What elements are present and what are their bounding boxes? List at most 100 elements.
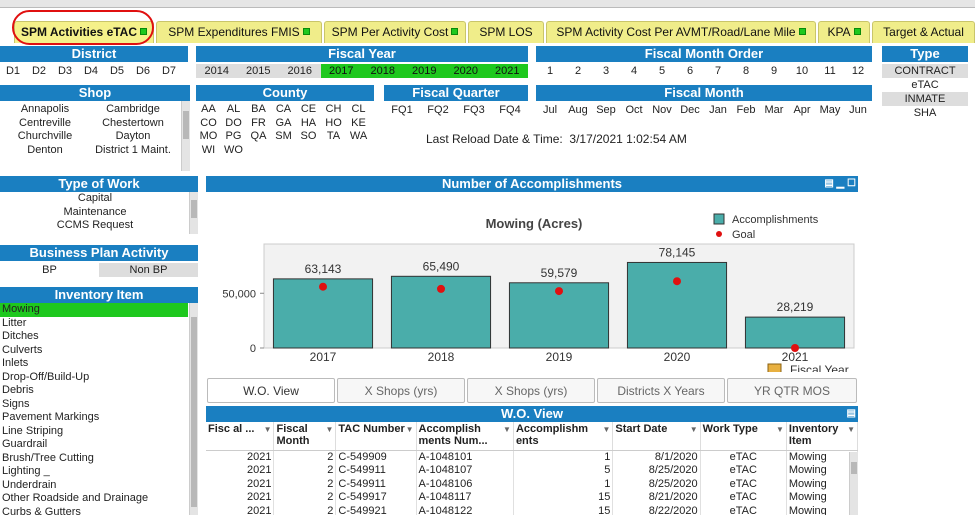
county-item[interactable]: CA [275, 103, 292, 115]
fiscal-quarter-item[interactable]: FQ3 [463, 104, 485, 116]
county-item[interactable]: CL [351, 103, 366, 115]
fiscal-year-item[interactable]: 2020 [445, 64, 487, 78]
county-item[interactable]: QA [250, 130, 267, 142]
fiscal-month-item[interactable]: Oct [625, 104, 643, 116]
type-of-work-item[interactable]: Capital [77, 192, 113, 204]
fiscal-month-item[interactable]: Nov [652, 104, 672, 116]
fiscal-month-order-item[interactable]: 9 [770, 65, 778, 77]
inventory-item[interactable]: Other Roadside and Drainage [2, 492, 149, 504]
fiscal-year-item[interactable]: 2015 [237, 64, 279, 78]
wo-column-header[interactable]: Work Type ▼ [700, 422, 787, 451]
chevron-down-icon[interactable]: ▼ [263, 425, 272, 434]
district-item[interactable]: D1 [5, 65, 21, 77]
view-tab-wo-view[interactable]: W.O. View [207, 378, 335, 403]
chevron-down-icon[interactable]: ▼ [503, 425, 511, 434]
inventory-item[interactable]: Inlets [2, 357, 29, 369]
tab-spm-los[interactable]: SPM LOS [468, 21, 544, 43]
export-icon[interactable]: ▤ [824, 178, 834, 189]
county-item[interactable]: HA [300, 116, 317, 129]
chevron-down-icon[interactable]: ▼ [405, 425, 414, 434]
inventory-item[interactable]: Curbs & Gutters [2, 505, 81, 515]
wo-column-header[interactable]: Inventory Item ▼ [786, 422, 858, 451]
inventory-item[interactable]: Brush/Tree Cutting [2, 451, 94, 464]
shop-item[interactable]: Annapolis [20, 103, 70, 115]
fiscal-month-order-item[interactable]: 4 [630, 65, 638, 77]
view-tab-yr-qtr-mos[interactable]: YR QTR MOS [727, 378, 857, 403]
county-item[interactable]: DO [225, 116, 242, 129]
county-item[interactable]: WI [201, 143, 216, 156]
county-item[interactable]: WO [224, 143, 243, 156]
county-item[interactable]: PG [225, 130, 242, 142]
chevron-down-icon[interactable]: ▼ [602, 425, 611, 434]
inventory-item[interactable]: Ditches [2, 330, 39, 342]
district-item[interactable]: D5 [109, 65, 125, 77]
maximize-icon[interactable]: ☐ [847, 178, 856, 189]
inventory-item[interactable]: Signs [2, 397, 30, 410]
type-of-work-item[interactable]: Maintenance [63, 205, 127, 218]
inventory-item[interactable]: Litter [2, 316, 27, 329]
county-item[interactable]: CO [200, 116, 217, 129]
table-row[interactable]: 2021 2 C-549909 A-1048101 1 8/1/2020 eTAC Mowin… [206, 450, 858, 464]
wo-column-header[interactable]: Fisc al ... ▼ [206, 422, 275, 451]
fiscal-month-item[interactable]: Jun [849, 104, 867, 116]
inventory-item[interactable]: Drop-Off/Build-Up [2, 370, 90, 383]
chevron-down-icon[interactable]: ▼ [775, 425, 784, 434]
county-item[interactable]: KE [351, 116, 366, 129]
wo-column-header[interactable]: Accomplishm ents ▼ [513, 422, 614, 451]
inventory-item[interactable]: Pavement Markings [2, 411, 100, 423]
fiscal-month-item[interactable]: Jul [542, 104, 558, 116]
view-tab-x-shops-2[interactable]: X Shops (yrs) [467, 378, 595, 403]
fiscal-year-item[interactable]: 2018 [362, 64, 404, 78]
fiscal-month-order-item[interactable]: 10 [795, 65, 809, 77]
view-tab-districts-x-years[interactable]: Districts X Years [597, 378, 725, 403]
fiscal-month-order-item[interactable]: 6 [686, 65, 694, 77]
tab-spm-per-activity-cost[interactable]: SPM Per Activity Cost [324, 21, 466, 43]
fiscal-month-item[interactable]: Jan [709, 104, 727, 116]
fiscal-month-order-item[interactable]: 7 [714, 65, 722, 77]
district-item[interactable]: D2 [31, 65, 47, 77]
shop-item[interactable]: Dayton [115, 130, 151, 142]
fiscal-month-item[interactable]: Aug [568, 104, 588, 116]
wo-column-header[interactable]: TAC Number ▼ [335, 422, 417, 451]
shop-item[interactable]: Chestertown [102, 116, 164, 129]
fiscal-month-order-item[interactable]: 1 [546, 65, 554, 77]
type-of-work-scrollbar[interactable] [189, 192, 198, 234]
type-item-inmate[interactable]: INMATE [882, 92, 968, 106]
view-tab-x-shops-1[interactable]: X Shops (yrs) [337, 378, 465, 403]
shop-scrollbar[interactable] [181, 101, 190, 171]
table-row[interactable]: 2021 2 C-549911 A-1048107 5 8/25/2020 eTAC Mowi… [206, 464, 858, 478]
export-icon[interactable]: ▤ [846, 408, 856, 419]
inventory-item[interactable]: Culverts [2, 343, 43, 356]
fiscal-month-item[interactable]: May [819, 104, 841, 116]
fiscal-quarter-item[interactable]: FQ2 [427, 104, 449, 116]
fiscal-month-item[interactable]: Apr [793, 104, 811, 116]
fiscal-year-item[interactable]: 2014 [196, 64, 238, 78]
fiscal-month-item[interactable]: Feb [736, 104, 756, 116]
fiscal-quarter-item[interactable]: FQ1 [391, 104, 413, 116]
fiscal-month-order-item[interactable]: 5 [658, 65, 666, 77]
tab-spm-expenditures-fmis[interactable]: SPM Expenditures FMIS [156, 21, 322, 43]
chevron-down-icon[interactable]: ▼ [325, 425, 334, 434]
type-of-work-item[interactable]: CCMS Request [56, 219, 134, 231]
type-item-sha[interactable]: SHA [913, 107, 937, 119]
business-plan-non-bp[interactable]: Non BP [99, 263, 198, 277]
county-item[interactable]: CE [300, 103, 317, 115]
shop-item[interactable]: Cambridge [106, 103, 160, 115]
fiscal-month-order-item[interactable]: 8 [742, 65, 750, 77]
fiscal-month-order-item[interactable]: 11 [824, 65, 836, 77]
wo-column-header[interactable]: Fiscal Month ▼ [273, 422, 337, 451]
inventory-item[interactable]: Underdrain [2, 478, 57, 491]
fiscal-quarter-item[interactable]: FQ4 [499, 104, 521, 116]
inventory-item[interactable]: Lighting _ [2, 465, 50, 477]
county-item[interactable]: BA [251, 103, 266, 115]
fiscal-year-item[interactable]: 2019 [403, 64, 445, 78]
fiscal-month-order-item[interactable]: 2 [574, 65, 582, 77]
county-item[interactable]: AL [226, 103, 241, 115]
district-item[interactable]: D4 [83, 65, 99, 77]
table-row[interactable]: 2021 2 C-549921 A-1048122 15 8/22/2020 eTAC Mow… [206, 504, 858, 515]
shop-item[interactable]: Centreville [19, 116, 71, 129]
inventory-item[interactable]: Mowing [0, 303, 188, 317]
county-item[interactable]: TA [326, 130, 341, 142]
chevron-down-icon[interactable]: ▼ [689, 425, 698, 434]
inventory-item[interactable]: Debris [2, 384, 34, 396]
